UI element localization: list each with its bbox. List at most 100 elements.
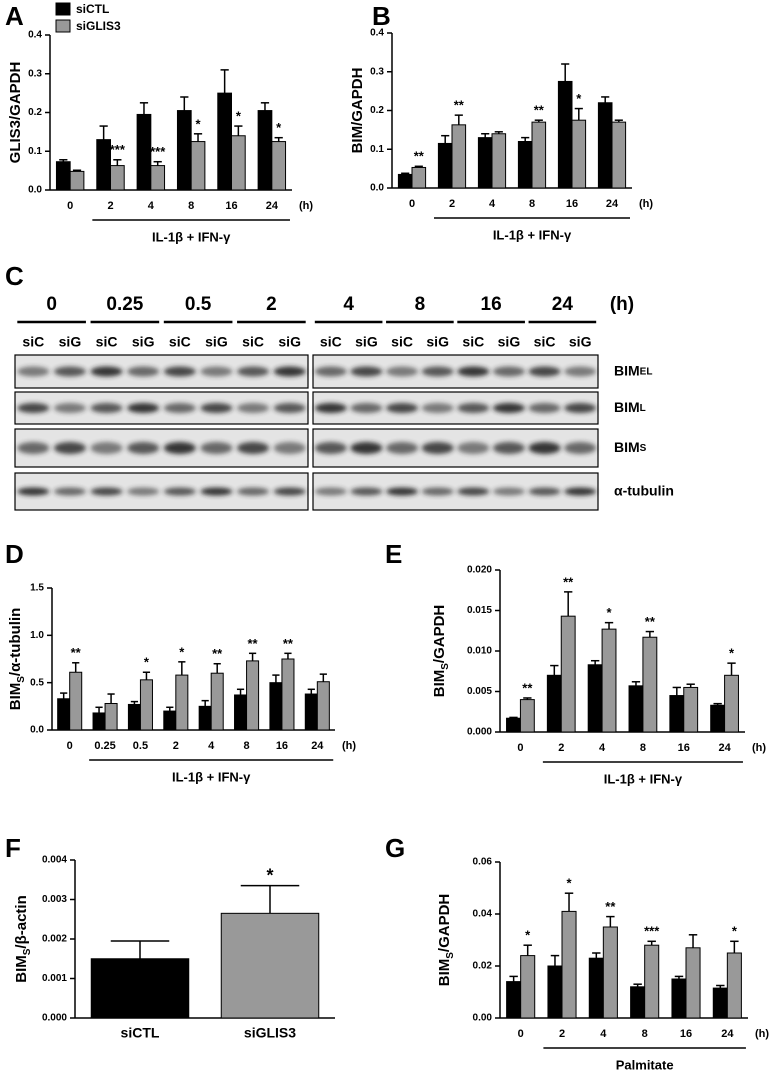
bar xyxy=(587,664,603,733)
panel-letter: D xyxy=(5,539,24,569)
significance: * xyxy=(566,876,572,891)
blot-band xyxy=(457,366,490,377)
y-tick-label: 0.004 xyxy=(42,855,67,866)
bar xyxy=(671,978,687,1019)
blot-band xyxy=(350,442,383,454)
bar xyxy=(546,674,562,733)
y-tick-label: 0.015 xyxy=(467,605,492,616)
y-tick-label: 0.005 xyxy=(467,686,492,697)
significance: * xyxy=(236,109,242,124)
bar xyxy=(601,628,617,733)
significance: *** xyxy=(110,142,126,157)
y-tick-label: 1.0 xyxy=(30,630,44,641)
lane-label: siG xyxy=(59,334,82,350)
bar xyxy=(710,704,726,733)
blot-band xyxy=(564,487,597,496)
y-axis-label-part: BIM xyxy=(431,670,448,698)
blot-band xyxy=(564,366,597,377)
lane-label: siC xyxy=(96,334,118,350)
x-tick-label: 0 xyxy=(517,742,523,754)
blot-band xyxy=(421,487,454,496)
bar xyxy=(588,957,604,1019)
bar xyxy=(628,685,644,733)
blot-band xyxy=(237,366,270,377)
blot-band xyxy=(53,487,86,496)
lane-label: siC xyxy=(391,334,413,350)
bar xyxy=(175,674,189,731)
blot-band xyxy=(163,487,196,496)
blot-band xyxy=(314,487,347,496)
x-tick-label: 24 xyxy=(718,742,731,754)
bar xyxy=(644,944,660,1019)
bar xyxy=(571,119,587,189)
bar xyxy=(269,682,283,731)
x-tick-label: 16 xyxy=(225,200,237,212)
blot-band xyxy=(492,487,525,496)
bar xyxy=(163,710,177,731)
blot-band xyxy=(200,403,233,413)
y-axis-label-part: S xyxy=(22,948,33,955)
lane-label: siC xyxy=(534,334,556,350)
blot-band xyxy=(90,366,123,377)
x-axis-label: IL-1β + IFN-γ xyxy=(152,229,231,244)
bar xyxy=(246,660,260,731)
bar xyxy=(712,987,728,1019)
lane-label: siG xyxy=(569,334,592,350)
bar xyxy=(110,165,125,191)
bar xyxy=(69,170,85,191)
blot-band xyxy=(528,366,561,377)
blot-band xyxy=(421,403,454,413)
blot-band xyxy=(200,487,233,496)
lane-label: siG xyxy=(355,334,378,350)
blot-band xyxy=(492,366,525,377)
significance: ** xyxy=(212,646,223,661)
x-tick-label: 4 xyxy=(489,198,496,210)
bar xyxy=(57,698,71,731)
blot-band xyxy=(90,403,123,413)
blot-band xyxy=(17,487,50,496)
y-tick-label: 0.3 xyxy=(28,68,42,79)
significance: * xyxy=(144,655,150,670)
bar xyxy=(150,165,166,191)
bar xyxy=(506,717,521,733)
bar xyxy=(234,694,248,731)
blot-band xyxy=(350,403,383,413)
significance: * xyxy=(276,120,282,135)
y-axis-label: BIM/GAPDH xyxy=(349,68,366,154)
blot-band xyxy=(273,442,306,454)
bar xyxy=(517,141,533,189)
significance: ** xyxy=(522,680,533,695)
lane-label: siC xyxy=(320,334,342,350)
bar xyxy=(560,615,576,733)
y-tick-label: 0.04 xyxy=(473,909,493,920)
legend-swatch xyxy=(55,19,71,33)
time-label: 24 xyxy=(552,294,574,315)
bar xyxy=(602,926,618,1019)
bar xyxy=(597,102,613,189)
panel-letter: C xyxy=(5,261,24,291)
blot-band xyxy=(90,487,123,496)
bar xyxy=(55,161,71,191)
time-label: 0.25 xyxy=(106,294,143,315)
x-axis-label: Palmitate xyxy=(616,1057,674,1072)
row-label-part: BIM xyxy=(614,399,640,415)
blot-band xyxy=(528,403,561,413)
lane-label: siC xyxy=(242,334,264,350)
y-tick-label: 0.4 xyxy=(28,30,42,41)
bar xyxy=(557,80,573,189)
y-tick-label: 0.2 xyxy=(370,105,384,116)
x-unit: (h) xyxy=(342,740,356,752)
bar xyxy=(220,912,320,1019)
y-axis-label-part: /GAPDH xyxy=(436,894,453,952)
bar xyxy=(520,955,536,1019)
blot-band xyxy=(457,403,490,413)
y-axis-label-part: S xyxy=(440,663,451,670)
bar xyxy=(397,173,413,189)
x-tick-label: 24 xyxy=(606,198,619,210)
bar xyxy=(724,674,739,733)
bar xyxy=(506,981,522,1019)
blot-band xyxy=(53,403,86,413)
bar xyxy=(491,133,507,189)
bar xyxy=(104,702,118,731)
